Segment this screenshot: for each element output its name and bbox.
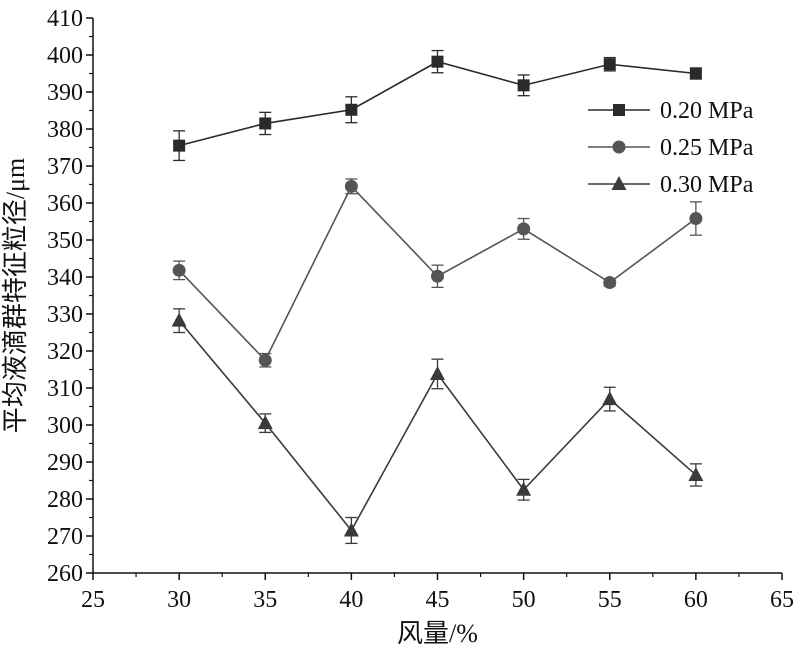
y-tick-label: 340 — [47, 265, 83, 291]
x-tick-label: 60 — [684, 587, 708, 613]
series-line — [178, 60, 696, 147]
data-point-triangle — [257, 415, 273, 430]
data-point-circle — [344, 179, 358, 193]
y-tick-label: 380 — [47, 117, 83, 143]
legend-item: 0.30 MPa — [588, 172, 754, 198]
data-point-circle — [258, 353, 272, 367]
data-point-circle — [603, 276, 617, 290]
x-axis-title: 风量/% — [397, 619, 478, 648]
legend-item: 0.25 MPa — [588, 135, 754, 161]
x-tick-label: 25 — [81, 587, 105, 613]
data-point-triangle — [430, 365, 445, 380]
y-tick-label: 350 — [47, 228, 83, 254]
data-point-square — [517, 79, 530, 92]
data-point-circle — [689, 212, 703, 226]
data-point-square — [259, 117, 272, 130]
legend-label: 0.25 MPa — [660, 135, 754, 161]
legend-marker-triangle — [611, 176, 627, 190]
x-tick-label: 65 — [770, 587, 794, 613]
y-tick-label: 270 — [47, 524, 83, 550]
y-tick-label: 260 — [47, 561, 83, 587]
data-point-square — [603, 58, 616, 71]
x-tick-label: 55 — [598, 587, 622, 613]
data-point-triangle — [602, 391, 618, 406]
legend-label: 0.20 MPa — [660, 98, 754, 124]
data-point-triangle — [688, 466, 704, 481]
data-point-square — [173, 139, 186, 152]
data-point-triangle — [343, 522, 359, 537]
data-point-circle — [172, 263, 186, 277]
ticks-layer: 25 30 35 40 45 50 55 60 65 260 270 280 290 300 310 320 3… — [47, 6, 794, 613]
y-tick-label: 330 — [47, 302, 83, 328]
data-point-triangle — [516, 481, 532, 496]
y-tick-label: 410 — [47, 6, 83, 32]
y-axis-title: 平均液滴群特征粒径/μm — [1, 158, 30, 433]
y-tick-label: 300 — [47, 413, 83, 439]
data-point-circle — [517, 222, 531, 236]
x-tick-label: 50 — [512, 587, 536, 613]
legend-label: 0.30 MPa — [660, 172, 754, 198]
data-point-square — [689, 67, 702, 80]
y-tick-label: 370 — [47, 154, 83, 180]
y-tick-label: 280 — [47, 487, 83, 513]
series-lines-layer — [178, 60, 697, 532]
y-tick-label: 390 — [47, 80, 83, 106]
data-point-square — [431, 55, 444, 68]
y-tick-label: 310 — [47, 376, 83, 402]
legend-marker-circle — [612, 140, 626, 154]
legend-item: 0.20 MPa — [588, 98, 754, 124]
data-point-circle — [431, 269, 444, 283]
x-tick-label: 35 — [253, 587, 277, 613]
y-tick-label: 320 — [47, 339, 83, 365]
x-tick-label: 40 — [339, 587, 363, 613]
x-tick-label: 30 — [167, 587, 191, 613]
markers-layer — [171, 55, 704, 537]
y-tick-label: 400 — [47, 43, 83, 69]
error-bars-layer — [173, 49, 702, 545]
x-tick-label: 45 — [426, 587, 450, 613]
data-point-triangle — [171, 312, 187, 327]
legend-marker-square — [613, 104, 625, 116]
y-tick-label: 290 — [47, 450, 83, 476]
legend: 0.20 MPa 0.25 MPa 0.30 MPa — [588, 98, 754, 198]
data-point-square — [345, 103, 358, 116]
y-tick-label: 360 — [47, 191, 83, 217]
